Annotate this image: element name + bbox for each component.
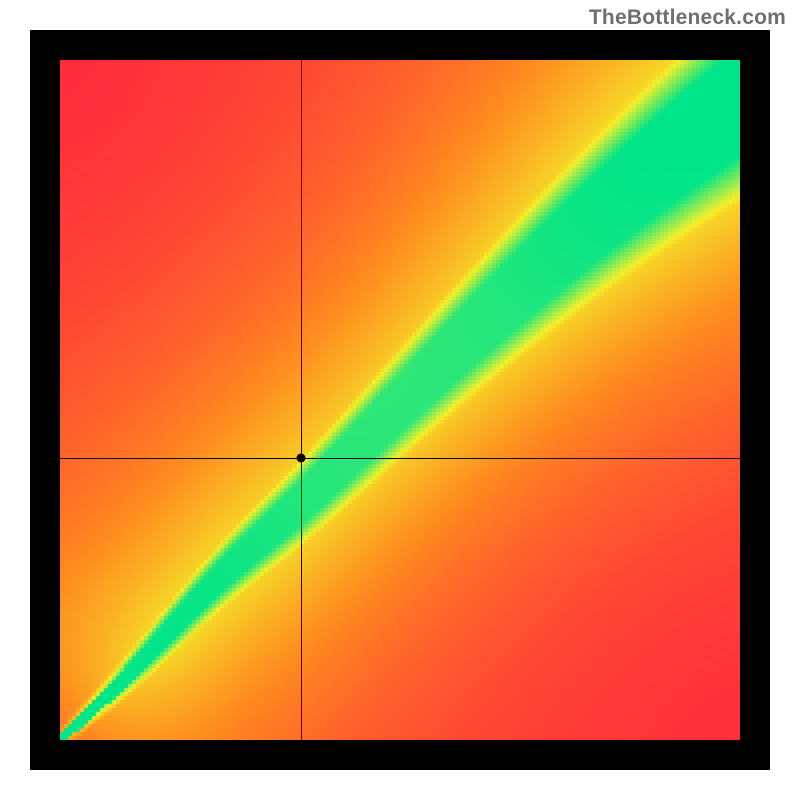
crosshair-horizontal	[60, 458, 740, 459]
figure-container: TheBottleneck.com	[0, 0, 800, 800]
watermark-text: TheBottleneck.com	[589, 6, 786, 30]
plot-area	[60, 60, 740, 740]
heatmap-canvas	[60, 60, 740, 740]
plot-frame	[30, 30, 770, 770]
crosshair-vertical	[301, 60, 302, 740]
crosshair-dot	[297, 453, 306, 462]
